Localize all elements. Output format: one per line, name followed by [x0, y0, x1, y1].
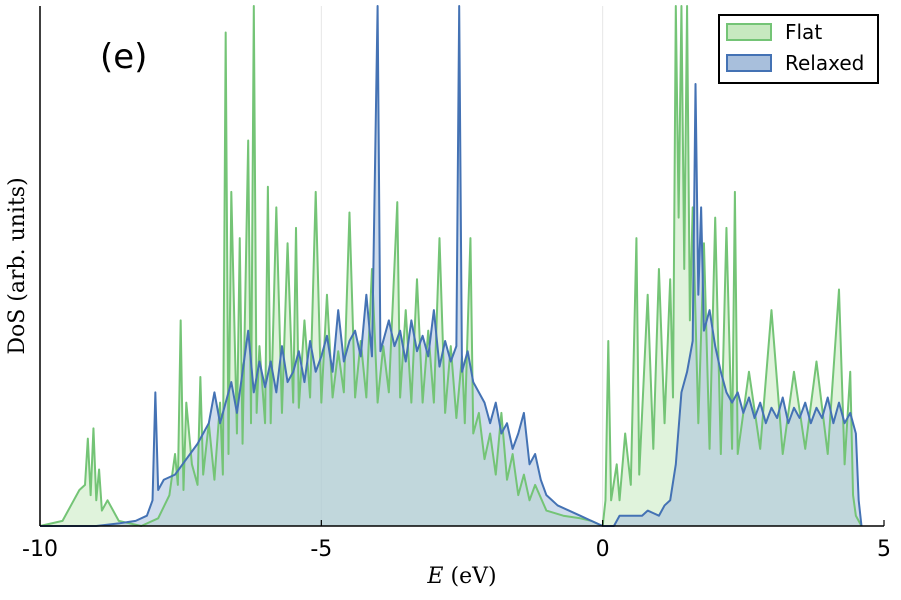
x-axis-variable: E [426, 564, 443, 589]
series-line-relaxed [40, 5, 863, 527]
x-axis-unit: (eV) [450, 564, 496, 589]
legend-swatch-flat [726, 23, 772, 41]
legend-label-flat: Flat [785, 20, 822, 44]
series-line-flat [39, 5, 863, 527]
axes [39, 6, 884, 527]
x-axis-label: E (eV) [426, 564, 496, 589]
x-tick-label-0: -10 [22, 537, 58, 562]
panel-label: (e) [100, 37, 147, 77]
series-area-relaxed [40, 6, 862, 526]
plot-area [39, 5, 863, 527]
x-ticks: -10 -5 0 5 [22, 520, 891, 562]
legend-swatch-relaxed [726, 54, 772, 72]
x-tick-label-3: 5 [877, 537, 891, 562]
legend-label-relaxed: Relaxed [785, 51, 864, 75]
x-tick-label-2: 0 [596, 537, 610, 562]
legend: Flat Relaxed [718, 14, 879, 84]
x-tick-label-1: -5 [310, 537, 332, 562]
y-axis-label: DoS (arb. units) [5, 177, 30, 354]
